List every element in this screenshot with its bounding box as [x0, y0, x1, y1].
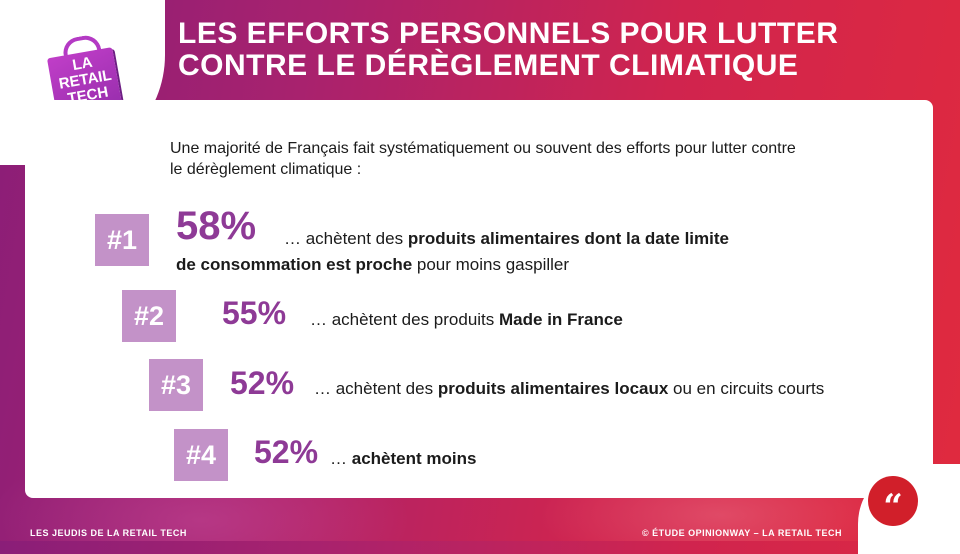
- title-line-2: CONTRE LE DÉRÈGLEMENT CLIMATIQUE: [178, 49, 799, 82]
- percent-3: 52%: [230, 365, 295, 401]
- footer-left: LES JEUDIS DE LA RETAIL TECH: [30, 528, 187, 538]
- quote-icon[interactable]: “: [868, 476, 918, 527]
- item-1-desc-line-2: de consommation est proche pour moins ga…: [176, 252, 569, 277]
- item-1-post: pour moins gaspiller: [412, 255, 570, 274]
- item-4-pre: …: [330, 449, 352, 468]
- item-3-desc: … achètent des produits alimentaires loc…: [314, 376, 824, 401]
- item-1-bold-2: de consommation est proche: [176, 255, 413, 274]
- title-line-1: LES EFFORTS PERSONNELS POUR LUTTER: [178, 17, 839, 50]
- item-1-pre: … achètent des: [284, 229, 408, 248]
- item-3-pre: … achètent des: [314, 379, 438, 398]
- item-3-bold: produits alimentaires locaux: [437, 379, 669, 398]
- intro-text: Une majorité de Français fait systématiq…: [170, 138, 850, 180]
- item-2-desc: … achètent des produits Made in France: [310, 307, 623, 332]
- rank-badge-2: #2: [122, 290, 176, 342]
- item-2-bold: Made in France: [499, 310, 623, 329]
- rank-badge-3: #3: [149, 359, 203, 411]
- item-2-pre: … achètent des produits: [310, 310, 500, 329]
- item-1-bold: produits alimentaires dont la date limit…: [407, 229, 729, 248]
- intro-line-1: Une majorité de Français fait systématiq…: [170, 140, 796, 157]
- intro-line-2: le dérèglement climatique :: [170, 161, 362, 178]
- page-title: LES EFFORTS PERSONNELS POUR LUTTER CONTR…: [178, 18, 938, 82]
- percent-1: 58%: [176, 204, 257, 248]
- item-3-post: ou en circuits courts: [668, 379, 825, 398]
- item-4-bold: achètent moins: [351, 449, 477, 468]
- rank-badge-1: #1: [95, 214, 149, 266]
- percent-4: 52%: [254, 434, 319, 470]
- item-1-desc-line-1: … achètent des produits alimentaires don…: [284, 226, 729, 251]
- percent-2: 55%: [222, 295, 287, 331]
- item-4-desc: … achètent moins: [330, 446, 476, 471]
- rank-badge-4: #4: [174, 429, 228, 481]
- footer-right: © ÉTUDE OPINIONWAY – LA RETAIL TECH: [642, 528, 842, 538]
